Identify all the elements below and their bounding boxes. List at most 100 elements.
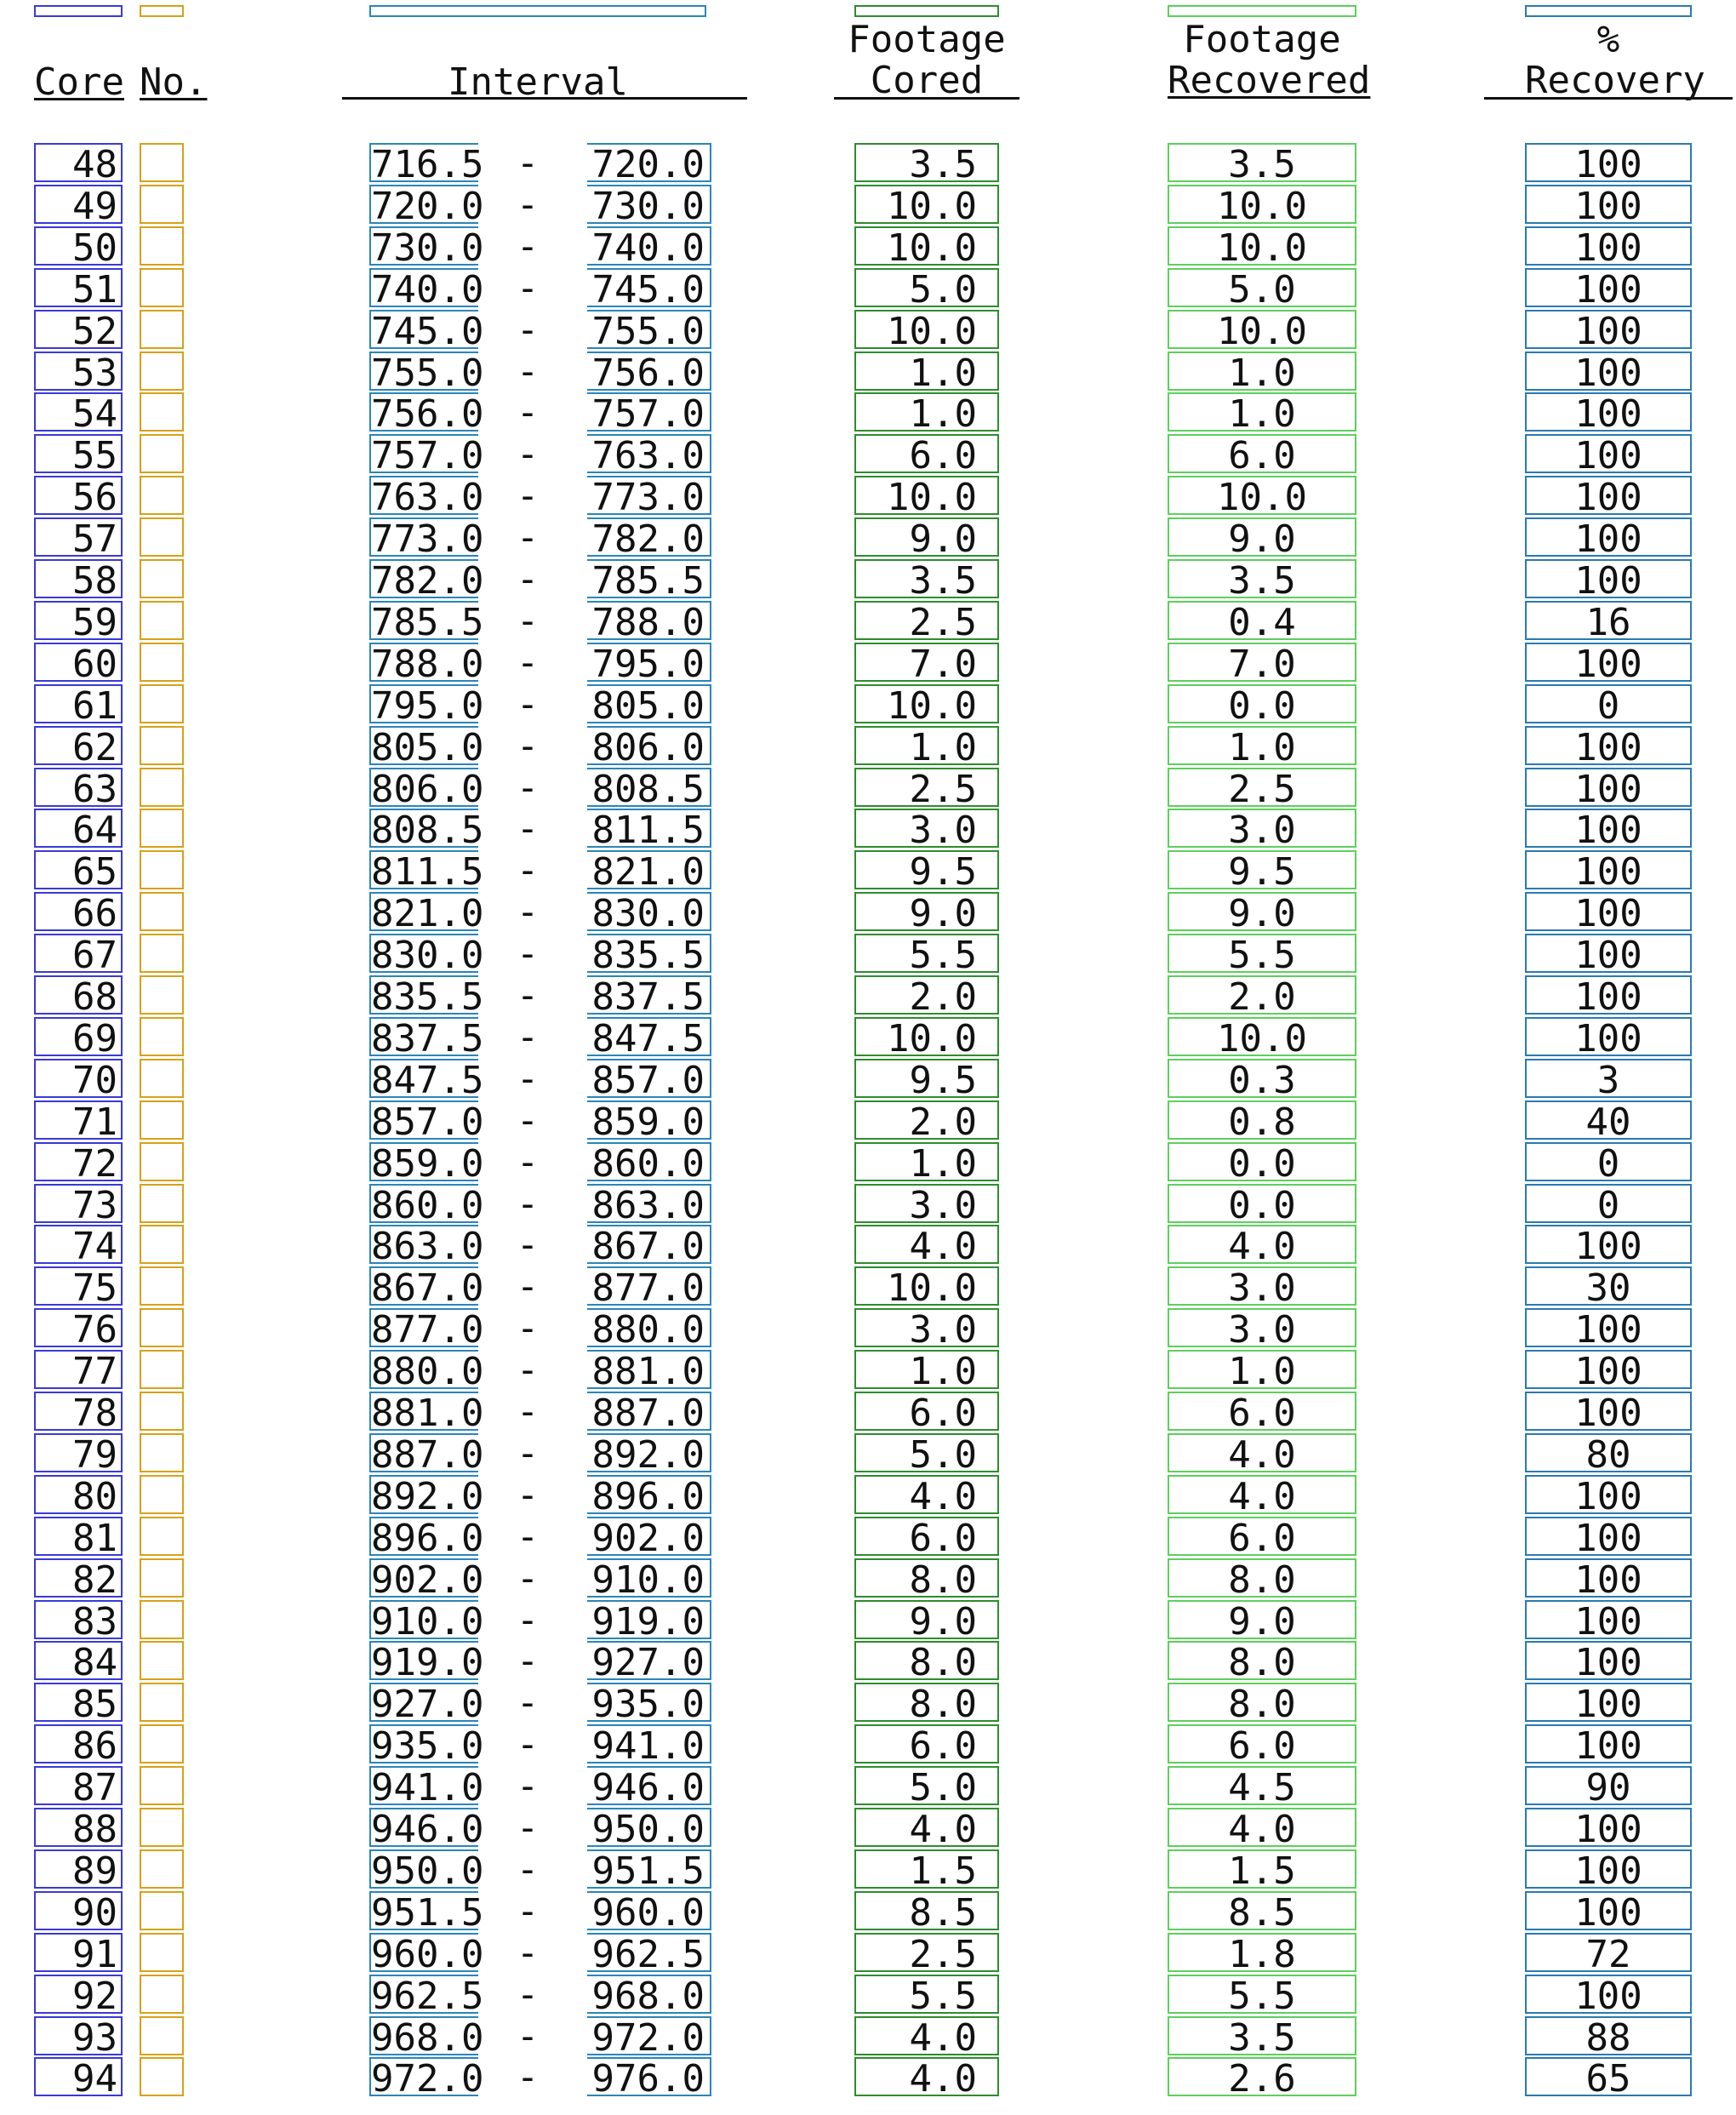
- no-cell: [140, 1849, 184, 1889]
- core-number-cell: 49: [34, 184, 123, 226]
- interval-from-cell: 788.0: [369, 642, 484, 686]
- footage-cored-cell: 5.5: [854, 1974, 999, 2016]
- footage-recovered-cell: 10.0: [1168, 309, 1356, 352]
- interval-dash: -: [516, 1847, 540, 1891]
- footage-cored-cell: 7.0: [854, 642, 999, 684]
- footage-recovered-cell: 2.6: [1168, 2057, 1356, 2100]
- footage-recovered-cell: 0.0: [1168, 1141, 1356, 1184]
- header-footage-cored-line2: Cored: [870, 59, 984, 102]
- pct-recovery-cell: 100: [1525, 1641, 1692, 1683]
- interval-to-cell: 835.5: [587, 934, 711, 976]
- header-interval: Interval: [369, 63, 706, 102]
- no-cell: [140, 1266, 184, 1306]
- table-row: 48 716.5- 720.0 3.5 3.5 100: [0, 143, 1736, 186]
- pct-recovery-cell: 0: [1525, 1141, 1692, 1184]
- pct-recovery-cell: 100: [1525, 642, 1692, 684]
- footage-recovered-cell: 9.0: [1168, 892, 1356, 935]
- pct-recovery-cell: 100: [1525, 392, 1692, 435]
- interval-dash: -: [516, 598, 540, 643]
- pct-recovery-cell: 0: [1525, 1183, 1692, 1226]
- header-core-label: Core: [34, 60, 124, 104]
- interval-from-cell: 919.0: [369, 1641, 484, 1685]
- footage-recovered-cell: 9.0: [1168, 517, 1356, 560]
- table-row: 51 740.0- 745.0 5.0 5.0 100: [0, 267, 1736, 310]
- header-footage-cored: Footage Cored: [834, 20, 1019, 100]
- interval-to-cell: 887.0: [587, 1392, 711, 1434]
- no-cell: [140, 392, 184, 432]
- table-row: 87 941.0- 946.0 5.0 4.5 90: [0, 1766, 1736, 1809]
- footage-cored-cell: 10.0: [854, 1016, 999, 1059]
- header-no-label: No.: [140, 60, 208, 104]
- no-cell: [140, 1432, 184, 1472]
- no-cell: [140, 1766, 184, 1806]
- table-row: 85 927.0- 935.0 8.0 8.0 100: [0, 1683, 1736, 1725]
- interval-to-cell: 941.0: [587, 1724, 711, 1767]
- core-top-box: [34, 5, 123, 17]
- footage-cored-cell: 8.5: [854, 1890, 999, 1933]
- interval-from-cell: 968.0: [369, 2015, 484, 2060]
- table-row: 86 935.0- 941.0 6.0 6.0 100: [0, 1723, 1736, 1767]
- core-number-cell: 91: [34, 1932, 123, 1975]
- header-pct-rule: [1484, 97, 1733, 100]
- pct-recovery-cell: 80: [1525, 1432, 1692, 1475]
- core-number-cell: 79: [34, 1432, 123, 1475]
- interval-from-cell: 837.5: [369, 1016, 484, 1060]
- pct-recovery-cell: 100: [1525, 1683, 1692, 1725]
- footage-recovered-cell: 1.8: [1168, 1932, 1356, 1975]
- pct-recovery-cell: 100: [1525, 184, 1692, 226]
- interval-dash: -: [516, 2014, 540, 2058]
- core-number-cell: 87: [34, 1766, 123, 1809]
- header-interval-label: Interval: [448, 60, 628, 104]
- core-number-cell: 89: [34, 1849, 123, 1891]
- core-number-cell: 50: [34, 226, 123, 268]
- pct-recovery-cell: 100: [1525, 1599, 1692, 1642]
- footage-recovered-cell: 3.5: [1168, 559, 1356, 602]
- no-cell: [140, 809, 184, 849]
- interval-from-cell: 860.0: [369, 1183, 484, 1227]
- interval-dash: -: [516, 1306, 540, 1351]
- no-cell: [140, 1974, 184, 2014]
- footage-cored-cell: 2.0: [854, 975, 999, 1018]
- table-row: 92 962.5- 968.0 5.5 5.5 100: [0, 1974, 1736, 2018]
- pct-recovery-cell: 100: [1525, 434, 1692, 477]
- pct-recovery-cell: 100: [1525, 892, 1692, 935]
- header-interval-rule: [342, 97, 747, 100]
- interval-from-cell: 962.5: [369, 1974, 484, 2018]
- interval-to-cell: 837.5: [587, 975, 711, 1018]
- no-cell: [140, 2015, 184, 2055]
- footage-recovered-cell: 10.0: [1168, 226, 1356, 268]
- core-number-cell: 59: [34, 600, 123, 643]
- footage-recovered-cell: 8.0: [1168, 1558, 1356, 1600]
- interval-dash: -: [516, 1723, 540, 1767]
- interval-to-cell: 880.0: [587, 1308, 711, 1351]
- footage-cored-cell: 3.0: [854, 1308, 999, 1351]
- interval-from-cell: 773.0: [369, 517, 484, 562]
- table-row: 91 960.0- 962.5 2.5 1.8 72: [0, 1932, 1736, 1976]
- no-cell: [140, 1516, 184, 1556]
- interval-dash: -: [516, 890, 540, 935]
- table-row: 50 730.0- 740.0 10.0 10.0 100: [0, 226, 1736, 268]
- pct-recovery-cell: 100: [1525, 1308, 1692, 1351]
- pct-recovery-cell: 100: [1525, 559, 1692, 602]
- pct-recovery-cell: 100: [1525, 1225, 1692, 1267]
- no-cell: [140, 517, 184, 557]
- table-row: 49 720.0- 730.0 10.0 10.0 100: [0, 184, 1736, 228]
- pct-recovery-cell: 16: [1525, 600, 1692, 643]
- table-row: 52 745.0- 755.0 10.0 10.0 100: [0, 309, 1736, 352]
- recovered-top-box: [1168, 5, 1356, 17]
- footage-cored-cell: 4.0: [854, 1225, 999, 1267]
- footage-cored-cell: 1.5: [854, 1849, 999, 1891]
- no-cell: [140, 1350, 184, 1390]
- footage-recovered-cell: 3.0: [1168, 1308, 1356, 1351]
- core-number-cell: 93: [34, 2015, 123, 2058]
- footage-recovered-cell: 7.0: [1168, 642, 1356, 684]
- table-row: 74 863.0- 867.0 4.0 4.0 100: [0, 1225, 1736, 1267]
- interval-to-cell: 808.5: [587, 767, 711, 809]
- core-number-cell: 58: [34, 559, 123, 602]
- interval-from-cell: 720.0: [369, 184, 484, 228]
- pct-recovery-cell: 100: [1525, 517, 1692, 560]
- interval-from-cell: 960.0: [369, 1932, 484, 1976]
- core-number-cell: 54: [34, 392, 123, 435]
- interval-dash: -: [516, 1806, 540, 1849]
- footage-recovered-cell: 10.0: [1168, 476, 1356, 518]
